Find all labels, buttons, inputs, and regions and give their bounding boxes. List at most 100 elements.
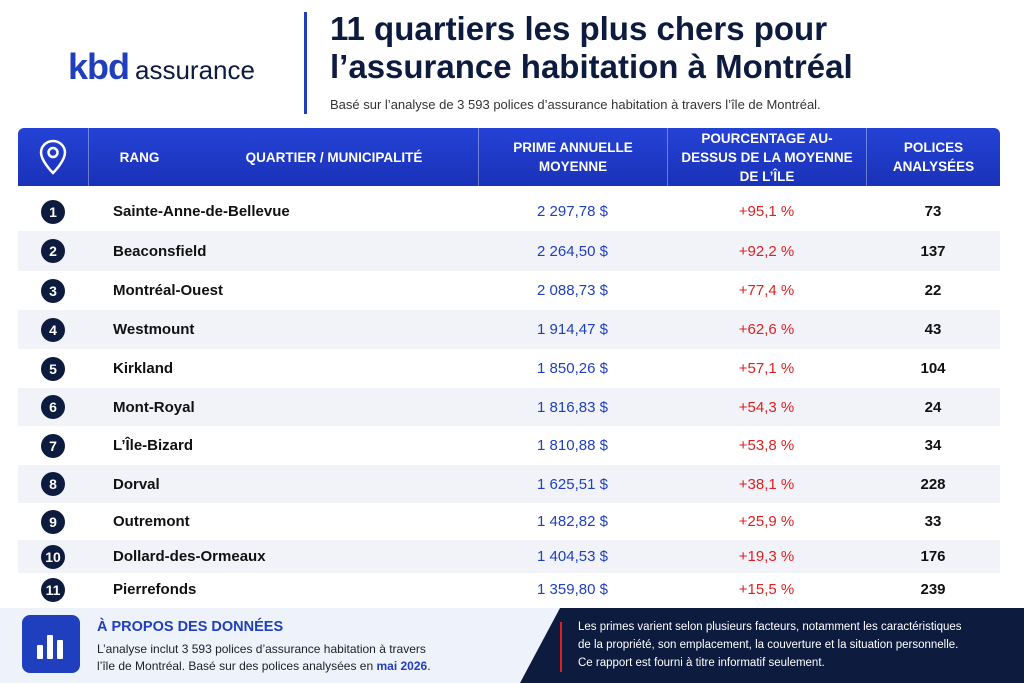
rank: 5 [41,356,65,381]
policies: 228 [920,475,946,493]
neighbourhood: Outremont [113,513,190,530]
percentage: +92,2 % [738,242,795,260]
neighbourhood: Beaconsfield [113,242,207,260]
neighbourhood: Montréal-Ouest [113,282,224,299]
rank-cell: 11 [40,573,66,606]
percentage: +25,9 % [738,513,795,530]
premium: 1 404,53 $ [537,548,608,565]
note-text: de la propriété, son emplacement, la cou… [578,639,959,651]
percentage: +62,6 % [738,321,795,338]
rank-cell: 4 [40,310,66,349]
policies: 34 [924,437,942,454]
neighbourhood: Dollard-des-Ormeaux [113,548,266,565]
column-header: RANG [88,128,190,186]
premium: 1 359,80 $ [537,581,608,598]
neighbourhood: Pierrefonds [113,581,197,598]
premium: 1 482,82 $ [537,513,608,530]
percentage: +19,3 % [738,548,795,565]
premium: 2 264,50 $ [537,242,608,260]
column-header: PRIME ANNUELLE MOYENNE [478,128,667,186]
rank-cell: 9 [40,503,66,540]
rank: 11 [41,577,65,602]
table-row: 9 Outremont 1 482,82 $ +25,9 % 33 [18,503,1000,540]
percentage: +77,4 % [738,282,795,299]
rank-cell: 10 [40,540,66,573]
column-header: QUARTIER / MUNICIPALITÉ [245,149,423,165]
premium: 1 914,47 $ [537,321,608,338]
rank: 2 [41,239,65,263]
divider [304,12,307,114]
pin-icon [18,128,88,186]
logo: kbd assurance [68,46,255,88]
rank: 8 [41,472,65,496]
rank: 3 [41,278,65,303]
rank-cell: 5 [40,349,66,388]
column-header: POURCENTAGE AU-DESSUS DE LA MOYENNE DE L… [667,128,866,186]
percentage: +38,1 % [738,475,795,493]
neighbourhood: Sainte-Anne-de-Bellevue [113,203,290,220]
policies: 104 [920,360,946,377]
about-text: L’analyse inclut 3 593 polices d’assuran… [97,642,426,656]
premium: 2 088,73 $ [537,282,608,299]
neighbourhood: Mont-Royal [113,398,195,416]
column-header: POLICES ANALYSÉES [866,128,1000,186]
rank: 9 [41,509,65,534]
about-text: l’île de Montréal. Basé sur des polices … [97,659,431,673]
table-row: 8 Dorval 1 625,51 $ +38,1 % 228 [18,465,1000,503]
policies: 24 [924,398,942,416]
premium: 1 850,26 $ [537,360,608,377]
table-row: 5 Kirkland 1 850,26 $ +57,1 % 104 [18,349,1000,388]
note-text: Ce rapport est fourni à titre informatif… [578,657,825,669]
logo-brand: kbd [68,46,130,87]
percentage: +15,5 % [738,581,795,598]
percentage: +53,8 % [738,437,795,454]
rank-cell: 2 [40,231,66,271]
policies: 33 [924,513,942,530]
policies: 137 [920,242,946,260]
premium: 2 297,78 $ [537,203,608,220]
about-text: . [427,659,431,673]
table-row: 10 Dollard-des-Ormeaux 1 404,53 $ +19,3 % 17… [18,540,1000,573]
note-text: Les primes varient selon plusieurs facte… [578,621,962,633]
rank-cell: 7 [40,426,66,465]
rank: 10 [41,544,65,569]
table-row: 1 Sainte-Anne-de-Bellevue 2 297,78 $ +95,1 … [18,192,1000,231]
policies: 43 [924,321,942,338]
title: l’assurance habitation à Montréal [330,48,853,85]
neighbourhood: Kirkland [113,360,174,377]
table-row: 4 Westmount 1 914,47 $ +62,6 % 43 [18,310,1000,349]
about-title: À PROPOS DES DONNÉES [97,619,284,635]
chart-icon [22,615,80,673]
subtitle: Basé sur l’analyse de 3 593 polices d’as… [330,97,821,112]
percentage: +57,1 % [738,360,795,377]
neighbourhood: L’Île-Bizard [113,437,194,454]
rank-cell: 3 [40,271,66,310]
table-row: 2 Beaconsfield 2 264,50 $ +92,2 % 137 [18,231,1000,271]
about-date: mai 2026 [376,659,428,673]
about-text: l’île de Montréal. Basé sur des polices … [97,659,377,673]
about-panel [0,608,600,683]
rank-cell: 8 [40,465,66,503]
policies: 176 [920,548,946,565]
rank: 7 [41,433,65,458]
rank: 6 [41,395,65,419]
rank: 4 [41,317,65,342]
logo-suffix: assurance [135,55,255,85]
rank-cell: 1 [40,192,66,231]
policies: 239 [920,581,946,598]
percentage: +95,1 % [738,203,795,220]
policies: 73 [924,203,942,220]
neighbourhood: Dorval [113,475,160,493]
table-header: RANG QUARTIER / MUNICIPALITÉ PRIME ANNUE… [18,128,1000,186]
pin [39,139,67,175]
premium: 1 816,83 $ [537,398,608,416]
rank-cell: 6 [40,388,66,426]
premium: 1 625,51 $ [537,475,608,493]
table-row: 3 Montréal-Ouest 2 088,73 $ +77,4 % 22 [18,271,1000,310]
icon-bars [37,635,63,659]
neighbourhood: Westmount [113,321,195,338]
table-row: 7 L’Île-Bizard 1 810,88 $ +53,8 % 34 [18,426,1000,465]
table-row: 6 Mont-Royal 1 816,83 $ +54,3 % 24 [18,388,1000,426]
